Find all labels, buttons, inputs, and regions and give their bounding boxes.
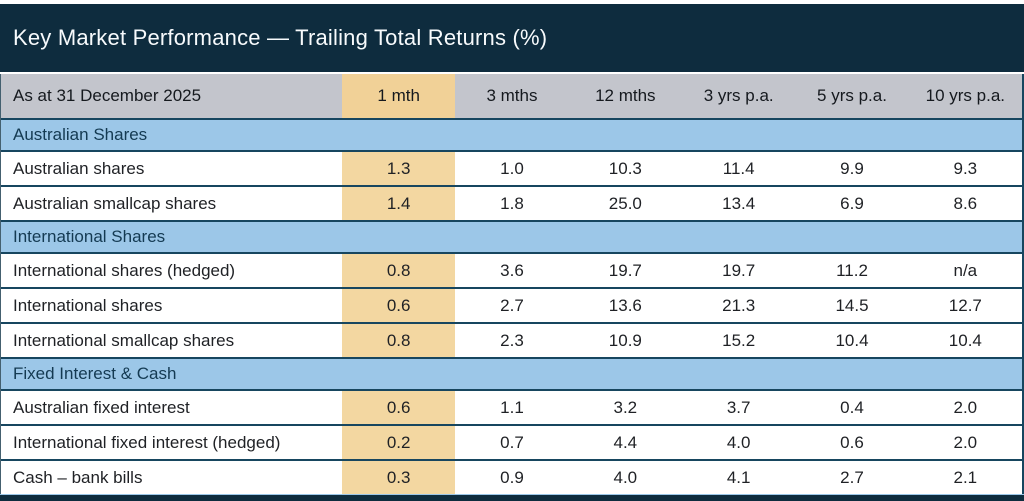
- column-header-3yrs: 3 yrs p.a.: [703, 86, 774, 105]
- value-cell-5yrs: 14.5: [835, 295, 869, 315]
- section-header: International Shares: [1, 220, 1022, 252]
- row-label: International shares (hedged): [13, 260, 236, 280]
- value-cell-12mths: 13.6: [608, 295, 642, 315]
- value-cell-10yrs: n/a: [953, 260, 978, 280]
- value-cell-3mths: 2.7: [500, 295, 524, 315]
- value-cell-3mths: 0.9: [500, 467, 524, 487]
- value-cell-1mth: 0.6: [342, 289, 456, 322]
- value-cell-3mths: 1.1: [500, 397, 524, 417]
- section-header: Fixed Interest & Cash: [1, 357, 1022, 389]
- value-cell-1mth: 1.4: [342, 187, 456, 220]
- value-cell-3mths: 3.6: [500, 260, 524, 280]
- row-label: Australian smallcap shares: [13, 193, 217, 213]
- value-cell-3yrs: 15.2: [722, 330, 756, 350]
- column-header-10yrs: 10 yrs p.a.: [925, 86, 1006, 105]
- row-label: Cash – bank bills: [13, 467, 143, 487]
- value-cell-5yrs: 0.6: [840, 432, 864, 452]
- value-cell-10yrs: 2.0: [953, 397, 978, 417]
- column-header-5yrs: 5 yrs p.a.: [817, 86, 887, 105]
- value-cell-5yrs: 10.4: [835, 330, 869, 350]
- row-label: Australian shares: [13, 158, 145, 178]
- value-cell-5yrs: 2.7: [840, 467, 864, 487]
- value-cell-3yrs: 21.3: [722, 295, 756, 315]
- table-row: International smallcap shares 0.8 2.3 10…: [1, 322, 1022, 357]
- row-label: International smallcap shares: [13, 330, 235, 350]
- value-cell-3mths: 0.7: [500, 432, 524, 452]
- value-cell-1mth: 0.8: [342, 254, 456, 287]
- column-header-12mths: 12 mths: [595, 86, 656, 105]
- row-label: International fixed interest (hedged): [13, 432, 281, 452]
- value-cell-12mths: 25.0: [608, 193, 642, 213]
- value-cell-12mths: 4.0: [613, 467, 638, 487]
- column-header-1mth: 1 mth: [342, 74, 456, 118]
- value-cell-5yrs: 11.2: [836, 260, 868, 280]
- table-row: International shares 0.6 2.7 13.6 21.3 1…: [1, 287, 1022, 322]
- column-header-3mths: 3 mths: [486, 86, 538, 105]
- value-cell-5yrs: 6.9: [840, 193, 864, 213]
- value-cell-10yrs: 12.7: [948, 295, 982, 315]
- table-row: International shares (hedged) 0.8 3.6 19…: [1, 252, 1022, 287]
- value-cell-3yrs: 4.0: [726, 432, 751, 452]
- value-cell-3yrs: 3.7: [726, 397, 751, 417]
- page-title: Key Market Performance — Trailing Total …: [13, 25, 548, 50]
- value-cell-10yrs: 9.3: [953, 158, 978, 178]
- value-cell-10yrs: 2.0: [953, 432, 978, 452]
- value-cell-5yrs: 9.9: [840, 158, 864, 178]
- row-label: Australian fixed interest: [13, 397, 190, 417]
- value-cell-1mth: 0.8: [342, 324, 456, 357]
- section-header: Australian Shares: [1, 118, 1022, 150]
- value-cell-1mth: 1.3: [342, 152, 456, 185]
- table-row: Australian smallcap shares 1.4 1.8 25.0 …: [1, 185, 1022, 220]
- table-bottom-accent-line: [0, 494, 1024, 495]
- table-body: Australian Shares Australian shares 1.3 …: [1, 118, 1022, 494]
- value-cell-1mth: 0.6: [342, 391, 456, 424]
- table-bottom-border: [0, 495, 1024, 501]
- value-cell-12mths: 3.2: [613, 397, 638, 417]
- value-cell-10yrs: 2.1: [953, 467, 978, 487]
- table-row: Australian shares 1.3 1.0 10.3 11.4 9.9 …: [1, 150, 1022, 185]
- table-row: International fixed interest (hedged) 0.…: [1, 424, 1022, 459]
- value-cell-3yrs: 4.1: [726, 467, 751, 487]
- value-cell-3yrs: 19.7: [722, 260, 756, 280]
- returns-table: As at 31 December 2025 1 mth 3 mths 12 m…: [0, 74, 1024, 494]
- value-cell-3yrs: 11.4: [722, 158, 755, 178]
- row-label: International shares: [13, 295, 163, 315]
- value-cell-5yrs: 0.4: [840, 397, 864, 417]
- title-bar: Key Market Performance — Trailing Total …: [0, 4, 1024, 72]
- value-cell-1mth: 0.2: [342, 426, 456, 459]
- table-header-row: As at 31 December 2025 1 mth 3 mths 12 m…: [1, 74, 1022, 118]
- value-cell-3mths: 2.3: [500, 330, 524, 350]
- table-row: Australian fixed interest 0.6 1.1 3.2 3.…: [1, 389, 1022, 424]
- value-cell-12mths: 4.4: [613, 432, 638, 452]
- as-at-label: As at 31 December 2025: [13, 86, 202, 105]
- value-cell-12mths: 10.3: [608, 158, 642, 178]
- value-cell-10yrs: 8.6: [953, 193, 978, 213]
- value-cell-3mths: 1.8: [500, 193, 524, 213]
- value-cell-12mths: 10.9: [608, 330, 642, 350]
- value-cell-12mths: 19.7: [608, 260, 642, 280]
- value-cell-1mth: 0.3: [342, 461, 456, 494]
- value-cell-10yrs: 10.4: [948, 330, 982, 350]
- value-cell-3mths: 1.0: [500, 158, 524, 178]
- value-cell-3yrs: 13.4: [722, 193, 756, 213]
- table-row: Cash – bank bills 0.3 0.9 4.0 4.1 2.7 2.…: [1, 459, 1022, 494]
